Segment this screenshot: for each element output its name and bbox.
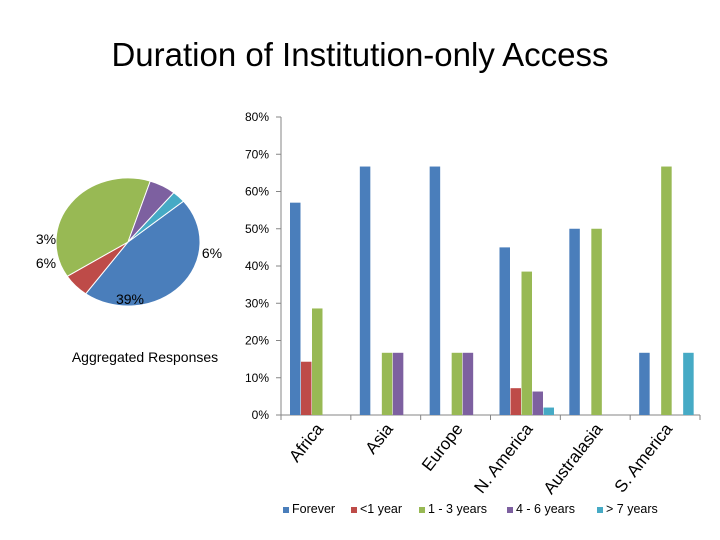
legend-label-1: <1 year [360,502,402,516]
x-category-label: Europe [418,420,467,475]
legend-label-0: Forever [292,502,335,516]
bar-3-1 [510,388,521,415]
bar-2-2 [451,352,463,415]
bar-5-0 [639,352,650,415]
bar-0-1 [301,361,312,415]
legend: Forever <1 year 1 - 3 years 4 - 6 years > 7 … [283,502,658,516]
y-tick-label: 0% [252,408,270,422]
chart-title: Duration of Institution-only Access [111,36,609,73]
pie-caption: Aggregated Responses [72,349,218,365]
pie-slice-label-3: 6% [36,255,56,271]
pie-slice-2 [55,177,151,277]
legend-label-2: 1 - 3 years [428,502,487,516]
y-tick-label: 70% [245,147,269,161]
pie-slice-0 [84,200,201,307]
legend-label-3: 4 - 6 years [516,502,575,516]
y-tick-label: 60% [245,185,269,199]
pie-slice-label-2: 39% [116,291,144,307]
legend-swatch-2 [419,507,425,513]
y-tick-label: 30% [245,296,269,310]
y-tick-label: 10% [245,371,269,385]
x-category-label: Asia [362,419,398,457]
bar-2-0 [429,166,441,415]
bar-1-0 [359,166,371,415]
bar-4-0 [569,228,580,415]
y-tick-label: 50% [245,222,269,236]
bar-4-2 [591,228,602,415]
pie-slice-label-4: 3% [36,231,56,247]
x-category-label: Australasia [540,419,607,497]
bar-3-2 [521,271,532,415]
legend-swatch-0 [283,507,289,513]
bar-1-3 [392,352,404,415]
pie-slice-4 [127,192,185,243]
y-tick-label: 80% [245,110,269,124]
bar-0-2 [312,308,323,415]
bar-3-3 [532,391,543,415]
pie-slice-label-1: 6% [202,245,222,261]
bar-5-2 [661,166,672,415]
bar-5-4 [683,352,694,415]
y-tick-label: 40% [245,259,269,273]
bar-0-0 [290,202,301,415]
x-category-label: N. America [470,419,536,497]
legend-label-4: > 7 years [606,502,658,516]
legend-swatch-1 [351,507,357,513]
bar-3-4 [543,407,554,415]
bar-chart: 0% 10% 20% 30% 40% 50% 60% 70% 80% Africa Asia Euro… [245,110,701,498]
bar-3-0 [499,247,510,416]
legend-swatch-3 [507,507,513,513]
bar-1-2 [381,352,393,415]
bar-2-3 [462,352,474,415]
x-category-label: Africa [285,419,327,465]
legend-swatch-4 [597,507,603,513]
y-tick-label: 20% [245,334,269,348]
x-category-label: S. America [611,419,677,496]
pie-chart: 46%6%39%6%3% [36,177,222,307]
